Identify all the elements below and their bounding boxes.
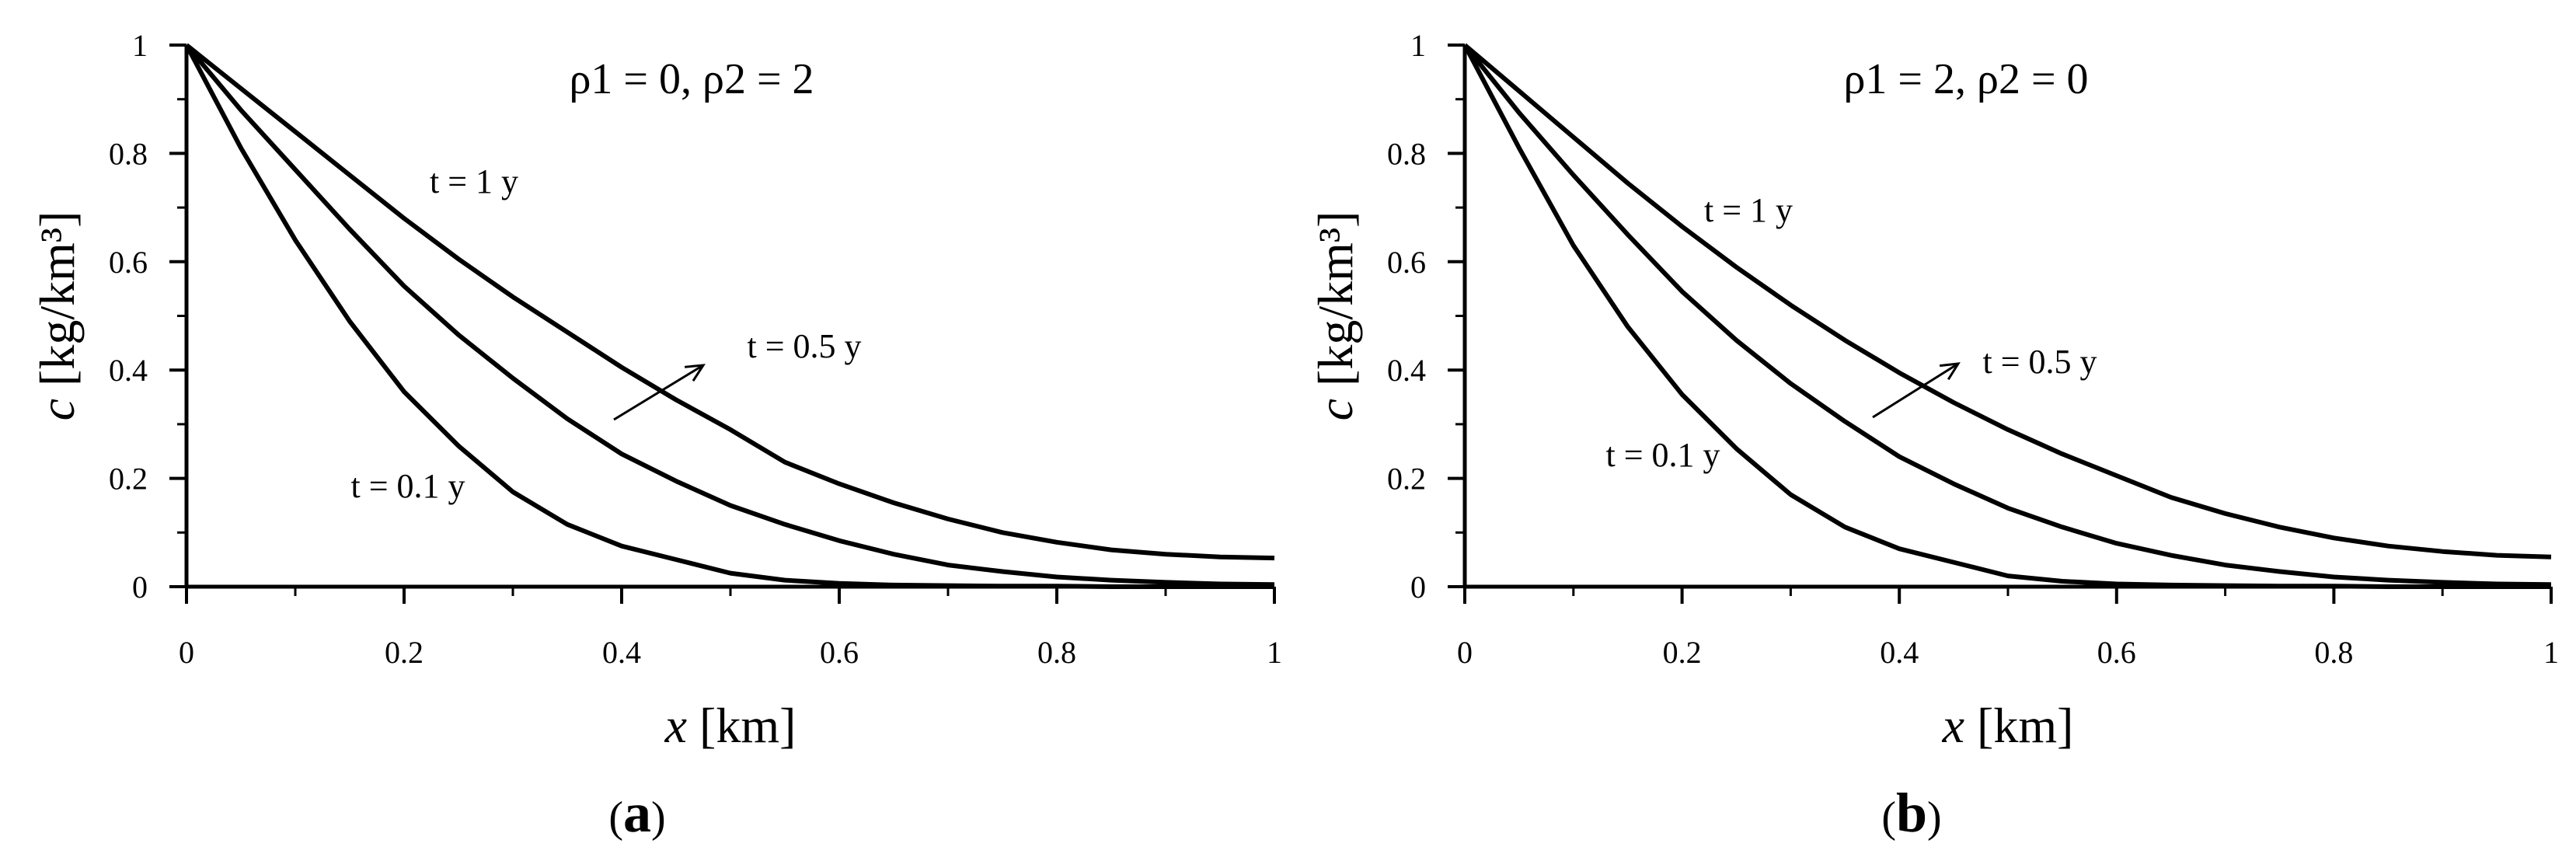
curve-annotation: t = 1 y: [430, 162, 518, 200]
x-tick-label: 1: [2543, 635, 2559, 670]
x-tick-label: 0.6: [2097, 635, 2136, 670]
y-axis-label: c [kg/km³]: [30, 211, 85, 421]
time-arrow-head: [684, 364, 706, 382]
chart-panel-a: 0 0.2 0.4 0.6 0.8 1 0 0.2 0.4 0.6 0.8 1 ρ1 = 0, ρ2 =…: [30, 28, 1282, 844]
time-arrow-shaft: [613, 364, 704, 421]
time-arrow-head: [1939, 362, 1961, 381]
y-tick-label: 0.2: [109, 462, 148, 497]
series-line-2: [1462, 44, 2552, 587]
curve-annotation: t = 0.1 y: [350, 467, 465, 505]
x-tick-label: 1: [1267, 635, 1282, 670]
y-axis-label-unit: [kg/km³]: [1308, 211, 1363, 399]
y-tick-label: 0: [1410, 570, 1426, 605]
y-axis-label: c [kg/km³]: [1308, 211, 1363, 421]
series-line-1: [185, 43, 1275, 561]
x-axis-label: x [km]: [1942, 698, 2074, 753]
panel-label-open: (: [1881, 793, 1896, 842]
y-axis-label-unit: [kg/km³]: [30, 211, 85, 399]
panel-label-close: ): [1927, 793, 1942, 842]
y-axis-label-variable: c: [1308, 399, 1363, 420]
y-tick-label: 1: [1410, 28, 1426, 63]
time-arrow-shaft: [1872, 362, 1959, 419]
x-tick-label: 0: [1457, 635, 1473, 670]
x-tick-label: 0.2: [1663, 635, 1702, 670]
x-tick-label: 0.4: [1880, 635, 1919, 670]
curve-annotation: t = 0.5 y: [1982, 343, 2097, 381]
x-tick-label: 0.6: [820, 635, 859, 670]
panel-label-letter: a: [623, 782, 651, 844]
y-tick-label: 0.4: [109, 353, 148, 388]
x-axis-label-variable: x: [1942, 698, 1964, 753]
x-tick-label: 0.4: [602, 635, 641, 670]
panel-label-letter: b: [1896, 782, 1927, 844]
series-line-3: [1462, 44, 2551, 589]
curve-annotation: t = 0.5 y: [747, 327, 861, 365]
chart-panel-b: 0 0.2 0.4 0.6 0.8 1 0 0.2 0.4 0.6 0.8 1 ρ1 = 2, ρ2 =…: [1308, 28, 2559, 844]
series-line-2: [184, 44, 1275, 587]
y-tick-label: 0: [132, 570, 148, 605]
panel-label: (a): [608, 782, 665, 844]
y-tick-label: 0.8: [109, 136, 148, 171]
parameter-label: ρ1 = 0, ρ2 = 2: [569, 55, 814, 103]
x-tick-label: 0.2: [385, 635, 424, 670]
panel-label-open: (: [608, 793, 623, 842]
series-line-3: [184, 44, 1274, 589]
x-tick-label: 0.8: [2314, 635, 2353, 670]
panel-label-close: ): [651, 793, 666, 842]
curve-annotation: t = 1 y: [1704, 191, 1793, 229]
parameter-label: ρ1 = 2, ρ2 = 0: [1843, 55, 2088, 103]
y-tick-label: 0.6: [109, 245, 148, 280]
x-tick-label: 0.8: [1037, 635, 1076, 670]
x-axis-label-variable: x: [664, 698, 687, 753]
y-tick-label: 0.4: [1387, 353, 1426, 388]
y-tick-label: 0.8: [1387, 136, 1426, 171]
curve-annotation: t = 0.1 y: [1605, 436, 1720, 474]
y-axis-label-variable: c: [30, 399, 85, 420]
panel-label: (b): [1881, 782, 1941, 844]
x-tick-label: 0: [179, 635, 194, 670]
y-tick-label: 0.6: [1387, 245, 1426, 280]
y-tick-label: 0.2: [1387, 462, 1426, 497]
y-tick-label: 1: [132, 28, 148, 63]
x-axis-label: x [km]: [664, 698, 797, 753]
x-axis-label-unit: [km]: [1964, 698, 2073, 753]
x-axis-label-unit: [km]: [687, 698, 796, 753]
series-line-1: [1463, 43, 2552, 559]
